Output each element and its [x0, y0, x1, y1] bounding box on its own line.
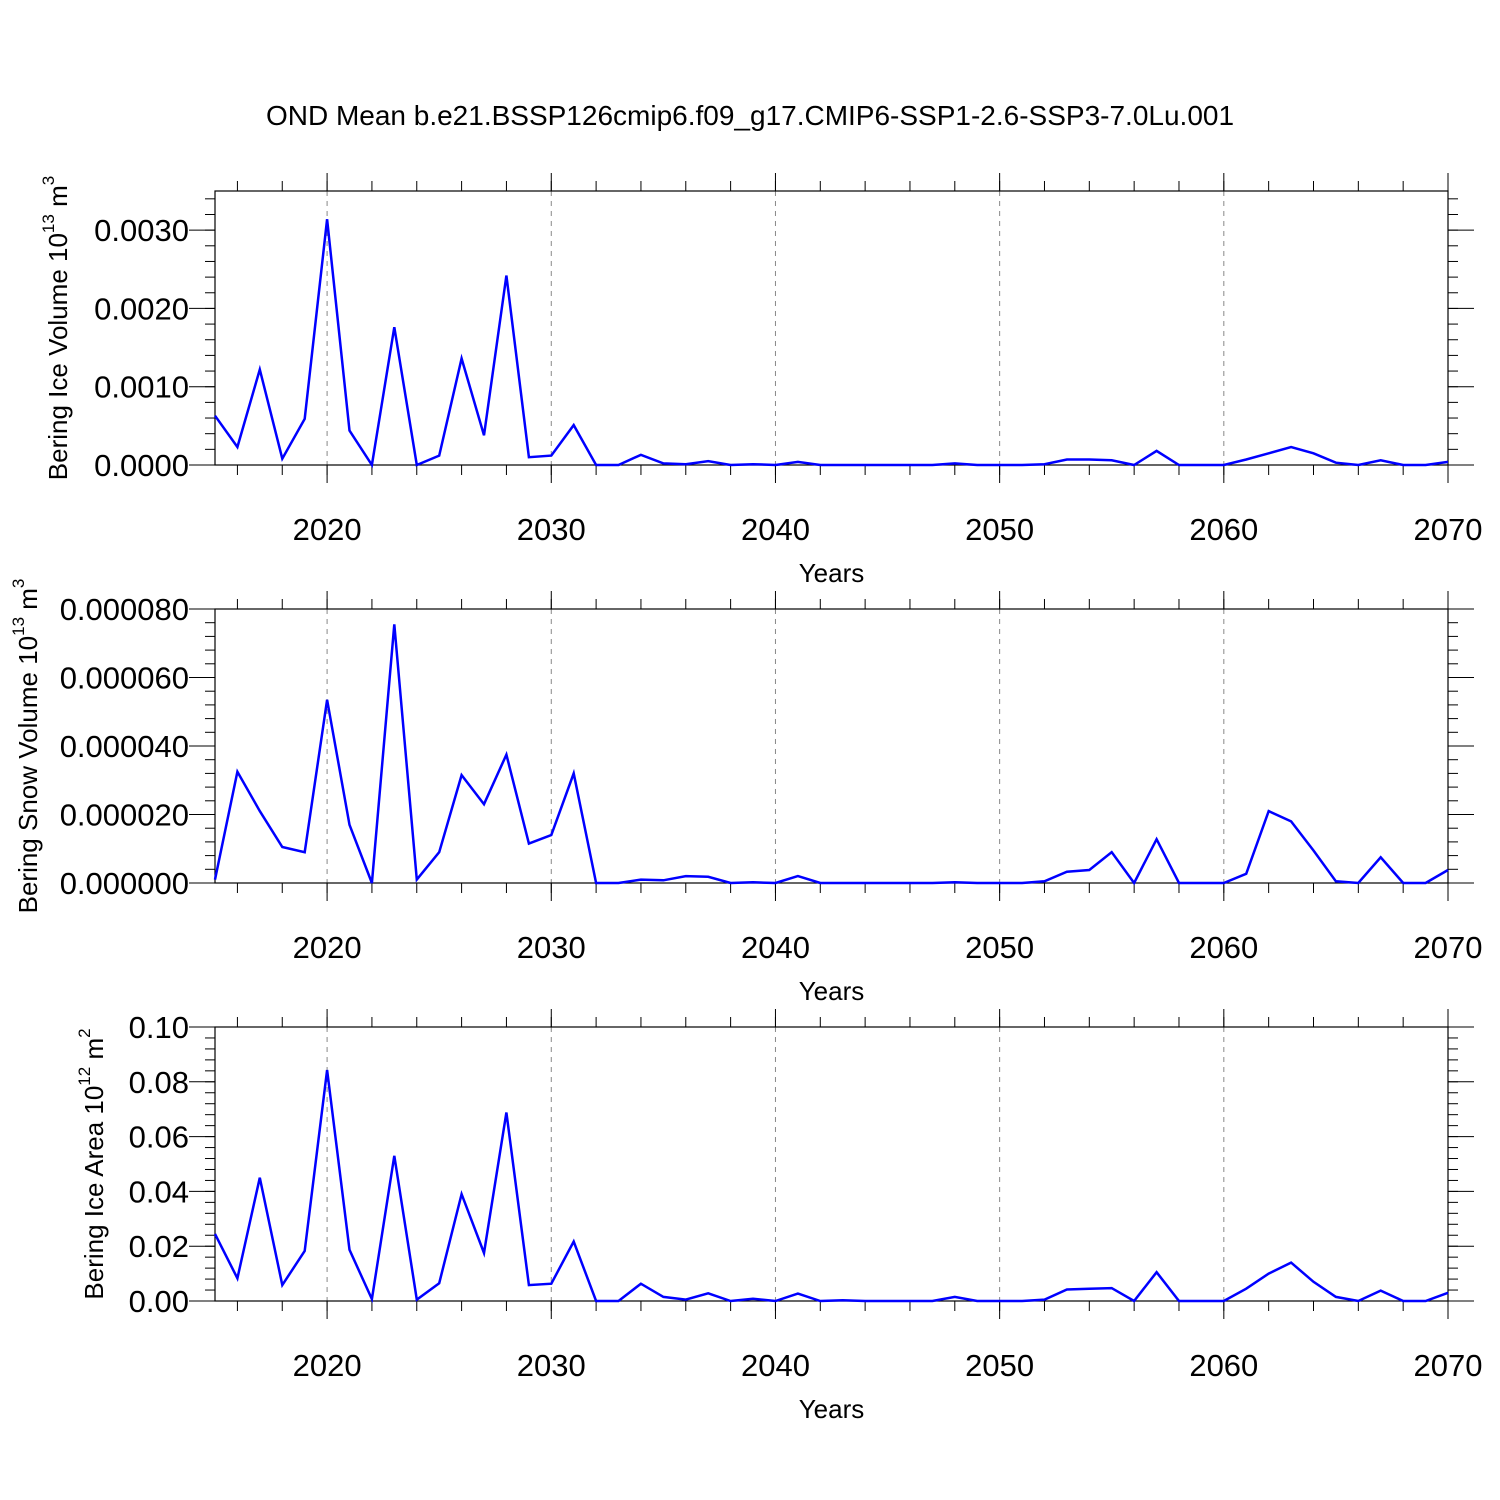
x-tick-label: 2030	[517, 512, 586, 547]
x-tick-label: 2040	[741, 512, 810, 547]
chart-title: OND Mean b.e21.BSSP126cmip6.f09_g17.CMIP…	[265, 100, 1235, 131]
y-tick-label: 0.08	[129, 1065, 189, 1100]
x-tick-label: 2060	[1189, 930, 1258, 965]
plot-frame	[214, 190, 1449, 466]
y-tick-label: 0.0000	[94, 448, 189, 483]
x-tick-label: 2040	[741, 1348, 810, 1383]
y-tick-label: 0.02	[129, 1229, 189, 1264]
x-tick-label: 2050	[965, 1348, 1034, 1383]
x-tick-label: 2020	[293, 512, 362, 547]
y-tick-label: 0.0030	[94, 213, 189, 248]
x-tick-label: 2070	[1414, 930, 1483, 965]
y-tick-label: 0.000000	[60, 866, 189, 901]
x-tick-label: 2020	[293, 1348, 362, 1383]
y-tick-label: 0.10	[129, 1010, 189, 1045]
y-tick-label: 0.000020	[60, 798, 189, 833]
y-tick-label: 0.000060	[60, 661, 189, 696]
series-line	[213, 219, 1449, 469]
x-axis-title: Years	[799, 558, 865, 588]
y-tick-label: 0.06	[129, 1120, 189, 1155]
y-tick-label: 0.04	[129, 1174, 189, 1209]
x-axis-title: Years	[799, 1394, 865, 1424]
plot-frame	[214, 608, 1449, 884]
plot-frame	[214, 1026, 1449, 1302]
y-tick-label: 0.000080	[60, 592, 189, 627]
series-line	[213, 1069, 1449, 1304]
y-tick-label: 0.0020	[94, 291, 189, 326]
x-tick-label: 2040	[741, 930, 810, 965]
y-tick-label: 0.000040	[60, 729, 189, 764]
y-axis-title: Bering Snow Volume 1013 m3	[9, 579, 42, 914]
y-tick-label: 0.00	[129, 1284, 189, 1319]
y-tick-label: 0.0010	[94, 370, 189, 405]
x-tick-label: 2050	[965, 930, 1034, 965]
x-tick-label: 2070	[1414, 512, 1483, 547]
x-tick-label: 2060	[1189, 1348, 1258, 1383]
series-line	[213, 624, 1449, 886]
x-tick-label: 2020	[293, 930, 362, 965]
y-axis-title: Bering Ice Volume 1013 m3	[39, 176, 72, 480]
y-axis-title: Bering Ice Area 1012 m2	[75, 1028, 108, 1299]
x-tick-label: 2070	[1414, 1348, 1483, 1383]
x-tick-label: 2050	[965, 512, 1034, 547]
x-axis-title: Years	[799, 976, 865, 1006]
x-tick-label: 2030	[517, 930, 586, 965]
x-tick-label: 2060	[1189, 512, 1258, 547]
x-tick-label: 2030	[517, 1348, 586, 1383]
